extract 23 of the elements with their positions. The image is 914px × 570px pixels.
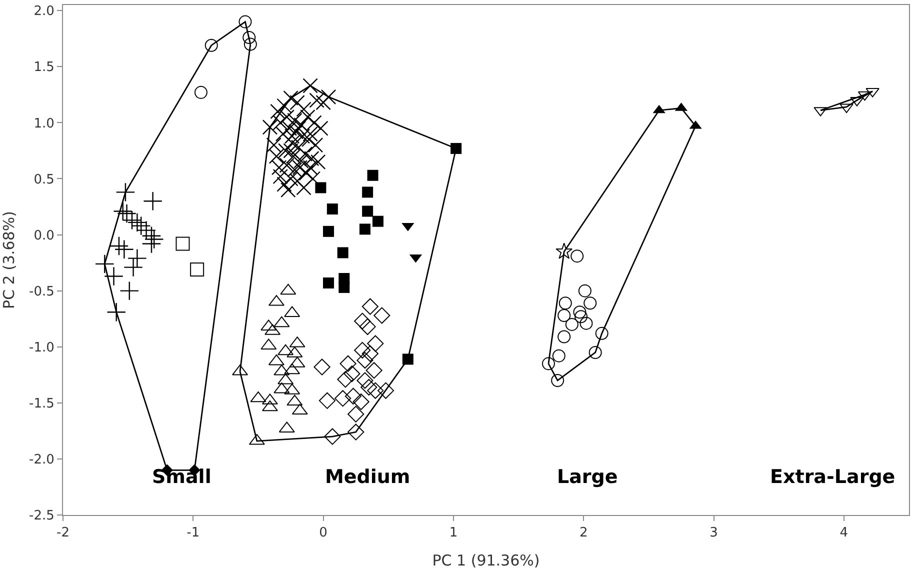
x-axis-title: PC 1 (91.36%) bbox=[432, 552, 540, 570]
y-tick-label: 0.5 bbox=[34, 172, 54, 188]
annotation: Extra-Large bbox=[770, 466, 896, 488]
x-tick-label: -1 bbox=[186, 526, 200, 541]
annotation: Medium bbox=[325, 466, 410, 488]
x-tick-label: 3 bbox=[710, 526, 718, 541]
y-tick-label: -0.5 bbox=[29, 284, 54, 300]
x-tick-label: -2 bbox=[56, 526, 70, 541]
y-tick-label: -2.0 bbox=[29, 452, 54, 468]
y-tick-label: -1.0 bbox=[29, 340, 54, 356]
y-tick-label: -2.5 bbox=[29, 508, 54, 524]
y-tick-label: 1.5 bbox=[34, 60, 54, 76]
y-tick-label: 1.0 bbox=[34, 116, 54, 132]
y-tick-label: -1.5 bbox=[29, 396, 54, 412]
x-tick-label: 1 bbox=[449, 526, 458, 541]
y-axis-title: PC 2 (3.68%) bbox=[0, 211, 18, 309]
annotation: Small bbox=[152, 466, 212, 488]
annotation: Large bbox=[557, 466, 618, 488]
x-tick-label: 0 bbox=[319, 526, 328, 541]
x-tick-label: 4 bbox=[840, 526, 848, 541]
y-tick-label: 0.0 bbox=[34, 228, 54, 244]
x-tick-label: 2 bbox=[579, 526, 588, 541]
y-tick-label: 2.0 bbox=[34, 4, 54, 20]
